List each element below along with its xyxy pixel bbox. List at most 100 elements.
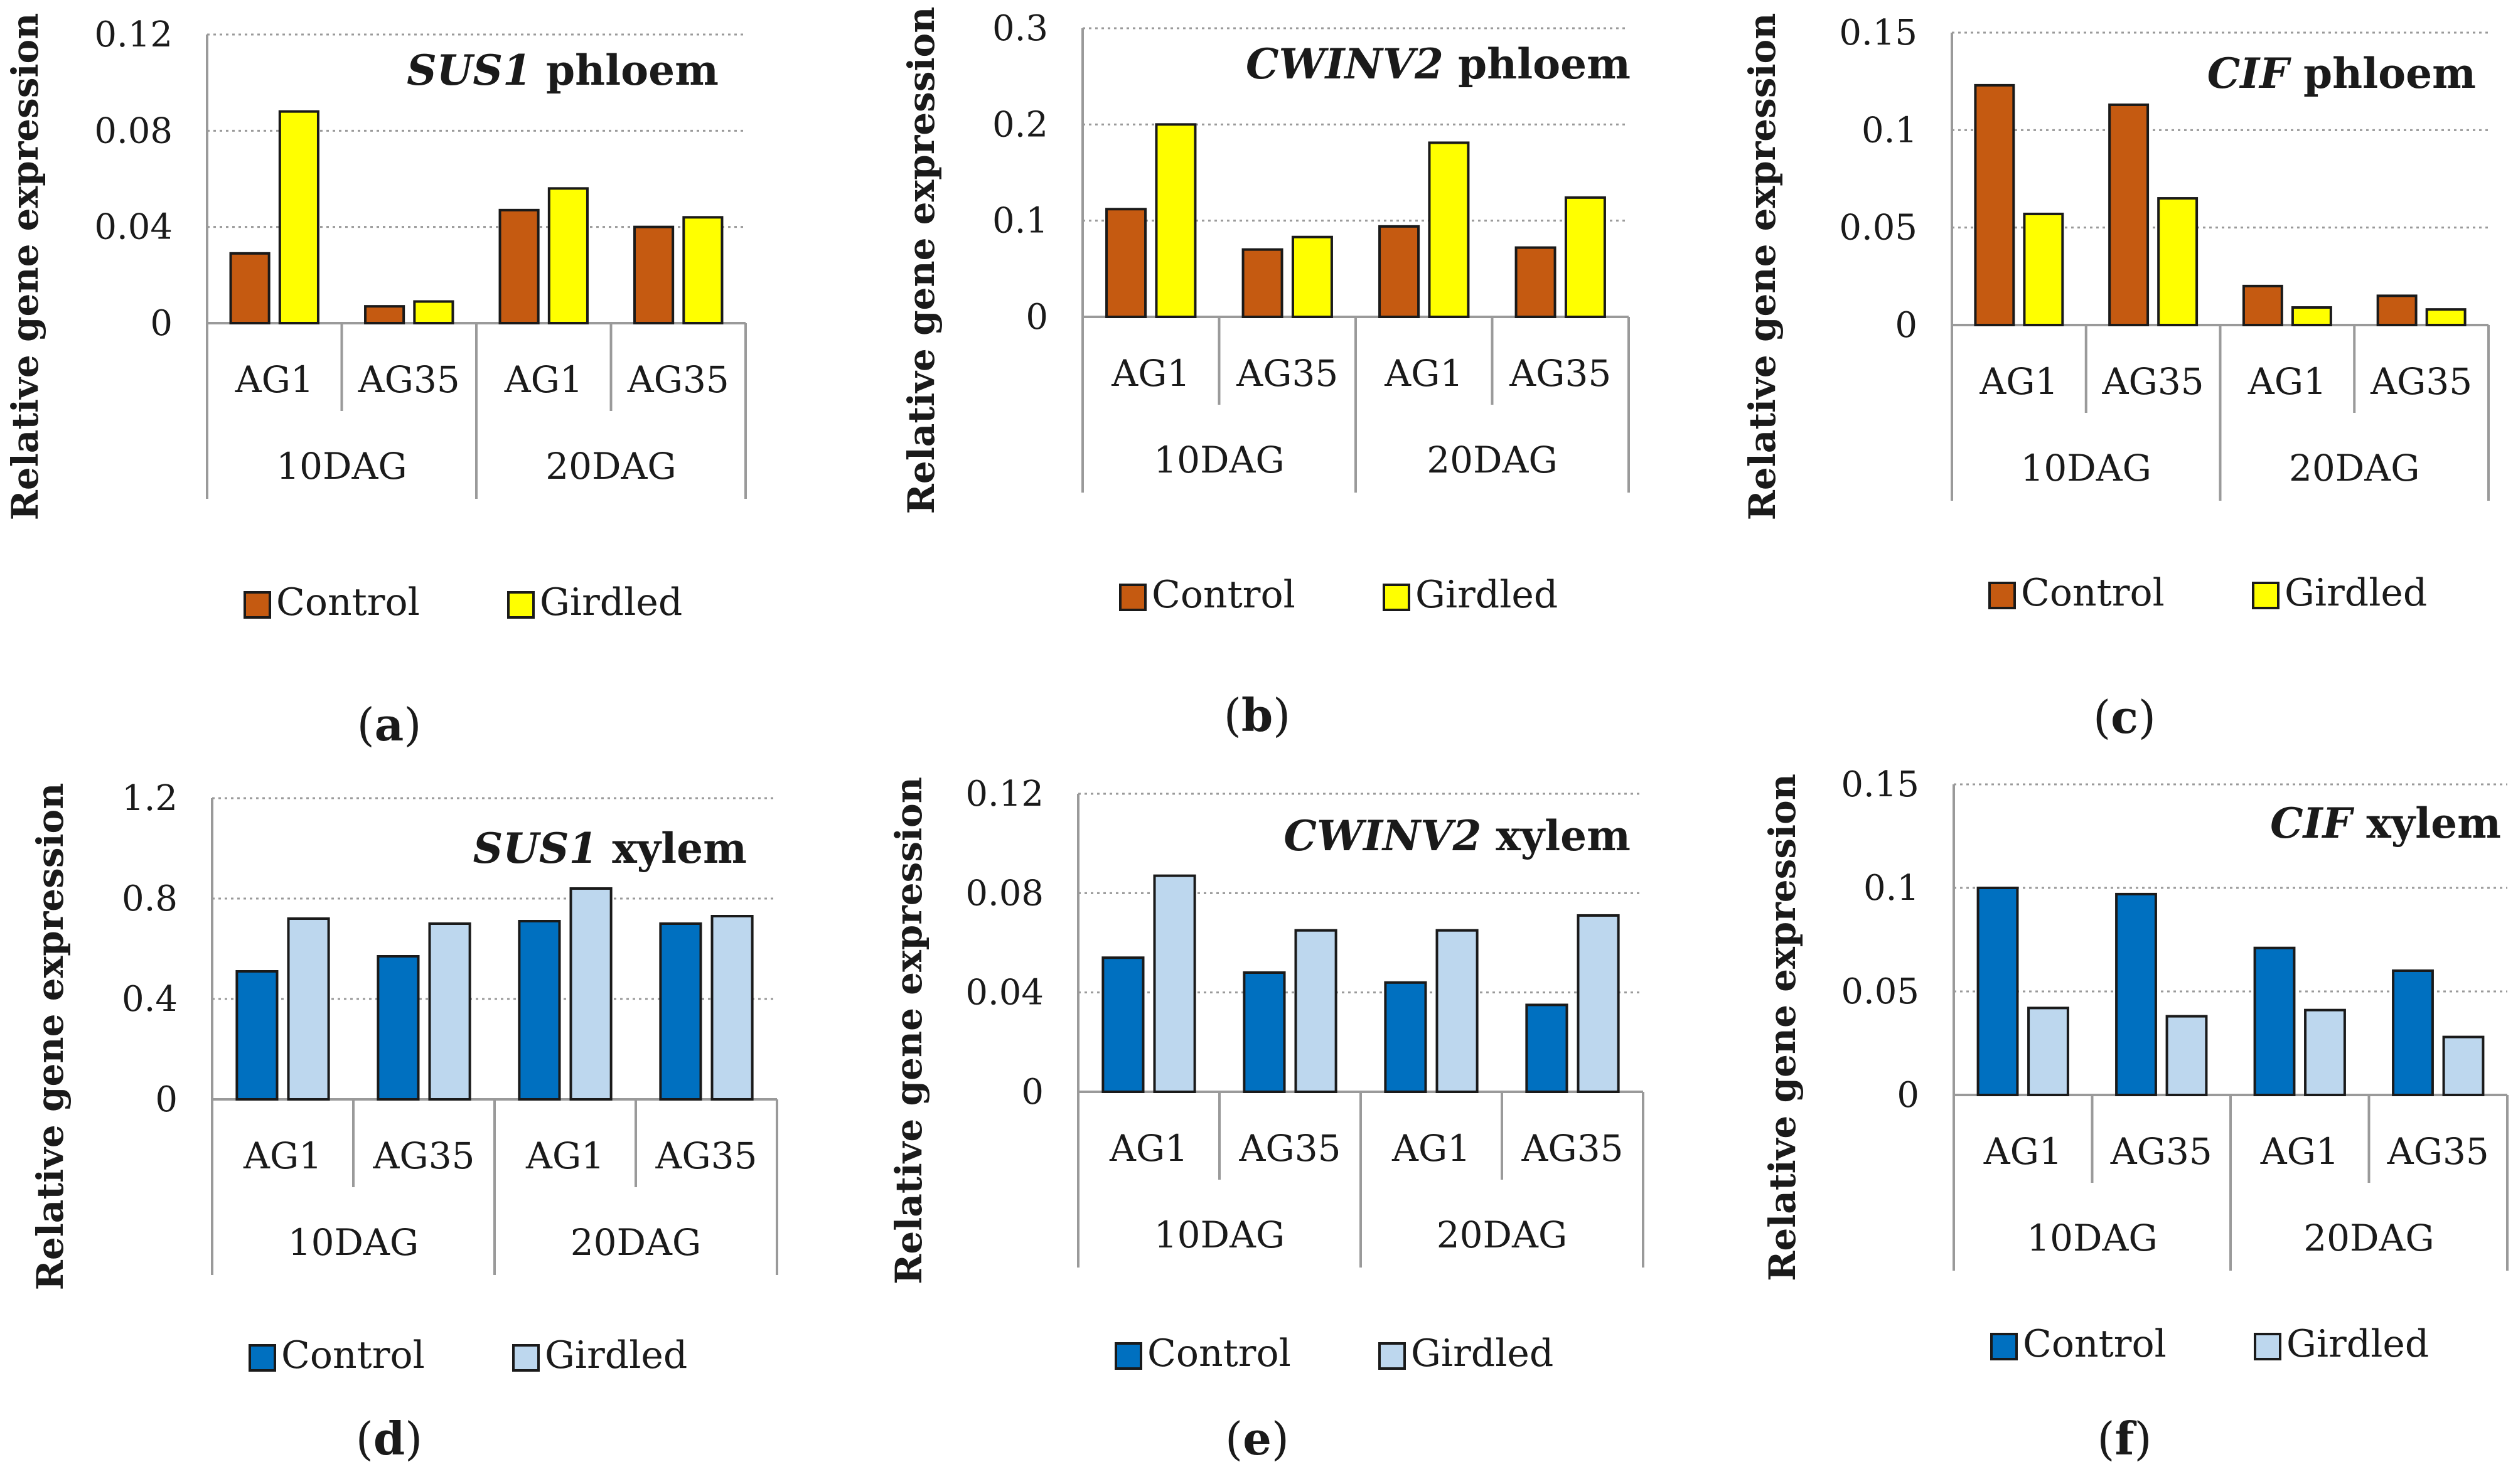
bar-girdled: [278, 110, 319, 325]
x-tick-label: AG1: [504, 358, 583, 401]
bar-control: [659, 922, 702, 1101]
x-tick-label: AG1: [1983, 1130, 2062, 1173]
chart-title: SUS1 phloem: [407, 46, 719, 95]
title-gene: CWINV2: [1283, 811, 1481, 860]
x-tick-label: AG1: [2260, 1130, 2339, 1173]
paren: (: [2093, 691, 2111, 744]
bar-control: [1105, 208, 1147, 318]
legend-label: Control: [2023, 1322, 2167, 1366]
panel-letter: e: [1243, 1412, 1272, 1465]
y-axis-label: Relative gene expression: [1761, 774, 1804, 1281]
paren: (: [356, 1412, 373, 1465]
x-tick-label: AG35: [372, 1134, 474, 1177]
bar-control: [1384, 981, 1427, 1094]
y-axis-label: Relative gene expression: [4, 13, 46, 521]
paren: ): [2138, 691, 2156, 744]
title-tissue: phloem: [1458, 40, 1631, 88]
title-space: [597, 824, 612, 873]
title-tissue: xylem: [2366, 799, 2501, 848]
y-tick-label: 0.1: [1863, 868, 1919, 909]
panel-letter: d: [373, 1412, 405, 1465]
x-tick-label: AG35: [1236, 352, 1338, 395]
bar-girdled: [428, 922, 471, 1101]
legend-label: Girdled: [2285, 571, 2427, 615]
y-tick-label: 0.1: [1862, 110, 1917, 151]
y-tick-label: 0.12: [94, 14, 173, 55]
legend-swatch-girdled: [1378, 1342, 1406, 1370]
bar-control: [377, 955, 420, 1101]
bar-girdled: [1155, 123, 1197, 318]
x-tick-label: AG1: [1111, 352, 1190, 395]
bar-control: [235, 970, 279, 1101]
y-tick-label: 0.3: [992, 8, 1048, 49]
title-tissue: phloem: [546, 46, 719, 95]
y-tick-label: 0.05: [1839, 208, 1917, 248]
y-axis-label: Relative gene expression: [900, 7, 943, 515]
paren: (: [1225, 1412, 1243, 1465]
bar-control: [1243, 971, 1286, 1093]
bar-control: [1514, 246, 1556, 319]
bar-control: [364, 305, 405, 324]
bar-control: [229, 252, 271, 325]
y-tick-label: 0: [1895, 305, 1917, 346]
x-tick-label: AG35: [627, 358, 729, 401]
x-tick-label: AG35: [1521, 1127, 1623, 1170]
paren: ): [1272, 1412, 1289, 1465]
title-space: [1444, 40, 1458, 88]
group-label: 20DAG: [1427, 439, 1558, 481]
bar-girdled: [1291, 235, 1333, 319]
bar-girdled: [1153, 874, 1196, 1093]
bar-girdled: [2304, 1008, 2346, 1096]
panel-label: (b): [1224, 688, 1291, 742]
legend-swatch-control: [1119, 584, 1147, 611]
legend-label: Girdled: [545, 1333, 687, 1377]
panel-label: (a): [357, 698, 422, 751]
bar-girdled: [413, 300, 454, 324]
group-label: 20DAG: [2303, 1217, 2435, 1259]
group-label: 10DAG: [2020, 447, 2151, 489]
bar-girdled: [2157, 197, 2199, 327]
x-tick-label: AG35: [1238, 1127, 1341, 1170]
legend-label: Control: [1147, 1332, 1291, 1375]
bar-girdled: [1577, 914, 1620, 1094]
group-label: 10DAG: [276, 445, 407, 488]
legend-label: Girdled: [540, 580, 682, 624]
chart-title: SUS1 xylem: [473, 824, 747, 873]
group-label: 10DAG: [1154, 439, 1285, 481]
chart-title: CWINV2 xylem: [1283, 811, 1631, 860]
bar-control: [498, 208, 540, 325]
y-tick-label: 1.2: [122, 778, 178, 819]
x-tick-label: AG35: [2370, 360, 2472, 403]
title-tissue: xylem: [1496, 811, 1631, 860]
legend-swatch-girdled: [507, 591, 535, 619]
bar-control: [1976, 887, 2019, 1096]
bar-control: [1101, 956, 1145, 1093]
title-tissue: xylem: [612, 824, 747, 873]
title-gene: SUS1: [473, 824, 598, 873]
bar-control: [518, 920, 561, 1101]
chart-title: CIF phloem: [2207, 49, 2476, 98]
bar-girdled: [2291, 306, 2332, 327]
group-label: 10DAG: [2027, 1217, 2158, 1259]
x-tick-label: AG1: [1109, 1127, 1188, 1170]
bar-girdled: [1564, 196, 1606, 318]
panel-label: (f): [2097, 1412, 2151, 1465]
legend-swatch-control: [1990, 1333, 2018, 1360]
y-tick-label: 0.15: [1841, 764, 1919, 805]
bar-control: [1241, 248, 1283, 318]
bar-girdled: [710, 915, 754, 1101]
bar-girdled: [547, 187, 589, 325]
x-tick-label: AG1: [243, 1134, 322, 1177]
group-label: 20DAG: [1437, 1214, 1568, 1256]
legend-label: Girdled: [2286, 1322, 2429, 1366]
y-tick-label: 0: [150, 303, 173, 344]
bar-control: [1378, 225, 1420, 318]
title-gene: CIF: [2270, 799, 2354, 848]
y-tick-label: 0.12: [965, 774, 1044, 814]
group-label: 20DAG: [571, 1221, 702, 1264]
x-tick-label: AG35: [655, 1134, 757, 1177]
panel-letter: a: [375, 698, 404, 751]
y-tick-label: 0.8: [122, 878, 178, 919]
group-label: 10DAG: [288, 1221, 419, 1264]
legend-swatch-control: [1988, 582, 2016, 609]
